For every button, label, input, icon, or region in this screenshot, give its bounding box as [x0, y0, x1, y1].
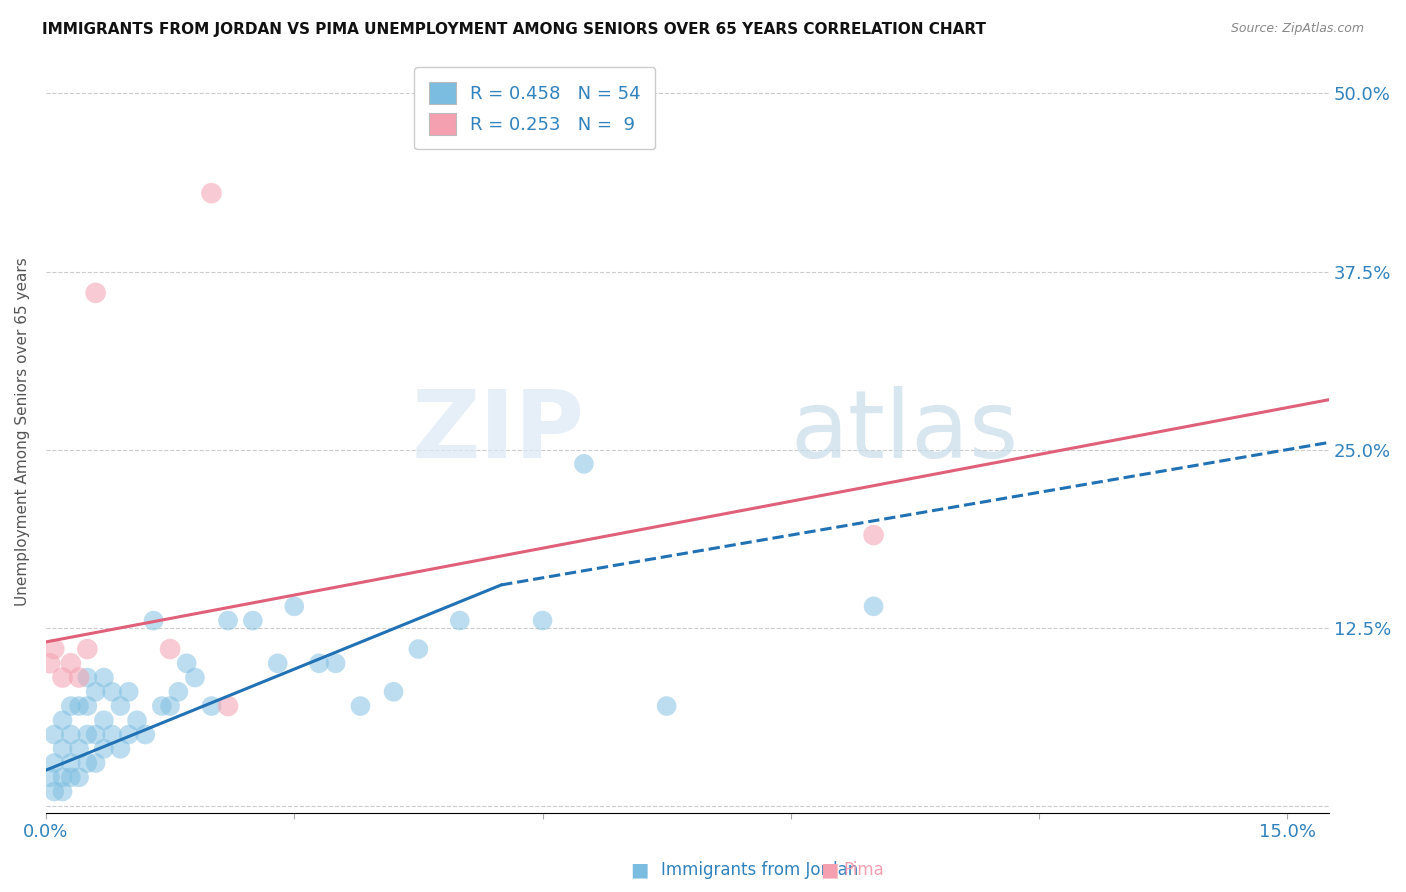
Point: [76, 756, 98, 770]
Point: [308, 657, 330, 671]
Point: [39, 657, 62, 671]
Point: [572, 457, 595, 471]
Point: [382, 685, 405, 699]
Point: [862, 528, 884, 542]
Y-axis label: Unemployment Among Seniors over 65 years: Unemployment Among Seniors over 65 years: [15, 258, 30, 607]
Point: [325, 657, 347, 671]
Point: [67, 741, 90, 756]
Point: [59, 727, 82, 741]
Point: [67, 699, 90, 714]
Point: [44, 756, 66, 770]
Point: [51, 671, 73, 685]
Legend: R = 0.458   N = 54, R = 0.253   N =  9: R = 0.458 N = 54, R = 0.253 N = 9: [415, 67, 655, 149]
Point: [93, 714, 115, 728]
Point: [101, 685, 124, 699]
Point: [176, 657, 198, 671]
Point: [159, 642, 181, 657]
Point: [67, 770, 90, 784]
Point: [408, 642, 430, 657]
Point: [76, 671, 98, 685]
Point: [59, 699, 82, 714]
Point: [531, 614, 554, 628]
Point: [150, 699, 173, 714]
Point: [59, 657, 82, 671]
Point: [159, 699, 181, 714]
Point: [110, 699, 132, 714]
Text: Source: ZipAtlas.com: Source: ZipAtlas.com: [1230, 22, 1364, 36]
Point: [51, 714, 73, 728]
Point: [217, 699, 239, 714]
Point: [142, 614, 165, 628]
Point: [118, 685, 141, 699]
Point: [200, 186, 222, 201]
Text: Immigrants from Jordan: Immigrants from Jordan: [661, 861, 858, 879]
Text: IMMIGRANTS FROM JORDAN VS PIMA UNEMPLOYMENT AMONG SENIORS OVER 65 YEARS CORRELAT: IMMIGRANTS FROM JORDAN VS PIMA UNEMPLOYM…: [42, 22, 986, 37]
Point: [200, 699, 222, 714]
Point: [167, 685, 190, 699]
Point: [84, 727, 107, 741]
Point: [51, 741, 73, 756]
Point: [267, 657, 290, 671]
Point: [134, 727, 156, 741]
Point: [76, 699, 98, 714]
Point: [39, 770, 62, 784]
Point: [217, 614, 239, 628]
Text: ZIP: ZIP: [412, 386, 585, 478]
Point: [59, 770, 82, 784]
Point: [118, 727, 141, 741]
Point: [44, 727, 66, 741]
Point: [51, 770, 73, 784]
Text: ■: ■: [630, 860, 650, 880]
Text: ■: ■: [820, 860, 839, 880]
Point: [76, 727, 98, 741]
Point: [44, 784, 66, 798]
Point: [125, 714, 148, 728]
Point: [67, 671, 90, 685]
Point: [184, 671, 207, 685]
Point: [242, 614, 264, 628]
Point: [655, 699, 678, 714]
Text: Pima: Pima: [844, 861, 884, 879]
Point: [349, 699, 371, 714]
Point: [84, 285, 107, 300]
Point: [84, 756, 107, 770]
Point: [44, 642, 66, 657]
Point: [93, 671, 115, 685]
Point: [84, 685, 107, 699]
Text: atlas: atlas: [790, 386, 1018, 478]
Point: [59, 756, 82, 770]
Point: [862, 599, 884, 614]
Point: [110, 741, 132, 756]
Point: [449, 614, 471, 628]
Point: [93, 741, 115, 756]
Point: [101, 727, 124, 741]
Point: [76, 642, 98, 657]
Point: [283, 599, 305, 614]
Point: [51, 784, 73, 798]
